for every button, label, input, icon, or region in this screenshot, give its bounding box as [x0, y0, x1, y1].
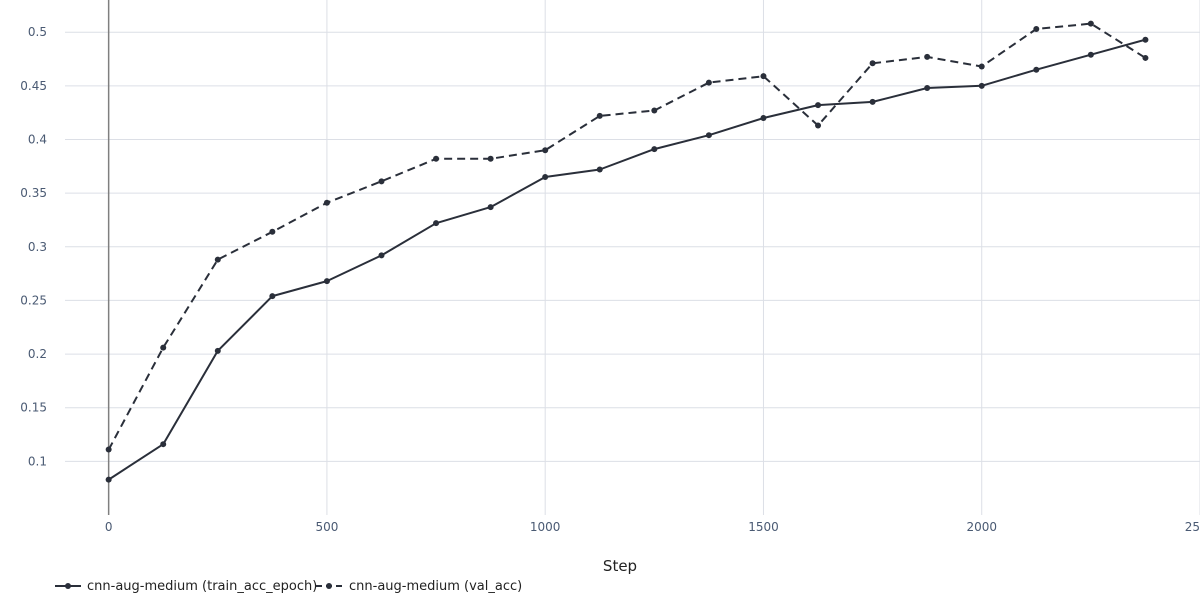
y-tick-label: 0.25: [20, 293, 47, 307]
data-point: [705, 79, 712, 86]
data-point: [815, 122, 822, 129]
series-line: [108, 38, 1146, 481]
x-tick-label: 2000: [966, 520, 997, 534]
data-point: [160, 344, 167, 351]
data-point: [924, 53, 931, 60]
data-point: [214, 347, 221, 354]
data-point: [269, 293, 276, 300]
data-point: [1142, 54, 1149, 61]
legend-item[interactable]: cnn-aug-medium (val_acc): [316, 579, 522, 594]
grid: [65, 0, 1200, 515]
data-point: [596, 166, 603, 173]
legend-marker: [326, 583, 332, 589]
y-tick-label: 0.35: [20, 186, 47, 200]
data-point: [323, 199, 330, 206]
data-point: [651, 107, 658, 114]
legend: cnn-aug-medium (train_acc_epoch) cnn-aug-…: [55, 579, 522, 594]
data-point: [1033, 66, 1040, 73]
data-point: [214, 256, 221, 263]
data-point: [815, 102, 822, 109]
data-point: [1087, 20, 1094, 27]
data-point: [378, 252, 385, 259]
series-1: [105, 36, 1149, 483]
data-point: [487, 204, 494, 211]
x-axis-title: Step: [603, 557, 637, 575]
data-point: [542, 174, 549, 181]
x-tick-label: 2500: [1185, 520, 1200, 534]
data-point: [269, 228, 276, 235]
data-point: [869, 60, 876, 67]
x-tick-label: 0: [105, 520, 113, 534]
data-point: [433, 155, 440, 162]
y-tick-label: 0.2: [28, 347, 47, 361]
data-point: [1087, 51, 1094, 58]
data-point: [1033, 25, 1040, 32]
y-tick-label: 0.1: [28, 454, 47, 468]
data-point: [596, 112, 603, 119]
x-tick-label: 1500: [748, 520, 779, 534]
data-point: [651, 146, 658, 153]
data-point: [487, 155, 494, 162]
legend-marker: [65, 583, 71, 589]
y-tick-label: 0.4: [28, 132, 47, 146]
x-axis-ticks: 0 500 1000 1500 2000 2500: [105, 520, 1200, 534]
data-point: [542, 147, 549, 154]
x-tick-label: 500: [315, 520, 338, 534]
series-lines: [105, 20, 1149, 483]
data-point: [760, 115, 767, 122]
data-point: [705, 132, 712, 139]
series-2: [105, 20, 1149, 453]
data-point: [105, 476, 112, 483]
series-line: [107, 22, 1146, 451]
y-tick-label: 0.45: [20, 79, 47, 93]
data-point: [978, 82, 985, 89]
data-point: [105, 446, 112, 453]
y-axis-ticks: 0.1 0.15 0.2 0.25 0.3 0.35 0.4 0.45 0.5: [20, 25, 47, 468]
data-point: [924, 84, 931, 91]
legend-label: cnn-aug-medium (val_acc): [349, 579, 522, 594]
data-point: [1142, 36, 1149, 43]
y-tick-label: 0.5: [28, 25, 47, 39]
data-point: [869, 98, 876, 105]
data-point: [378, 178, 385, 185]
data-point: [433, 220, 440, 227]
y-tick-label: 0.3: [28, 240, 47, 254]
x-tick-label: 1000: [530, 520, 561, 534]
data-point: [160, 441, 167, 448]
data-point: [978, 63, 985, 70]
legend-label: cnn-aug-medium (train_acc_epoch): [87, 579, 317, 594]
data-point: [760, 73, 767, 80]
data-point: [323, 278, 330, 285]
y-tick-label: 0.15: [20, 401, 47, 415]
legend-item[interactable]: cnn-aug-medium (train_acc_epoch): [55, 579, 317, 594]
